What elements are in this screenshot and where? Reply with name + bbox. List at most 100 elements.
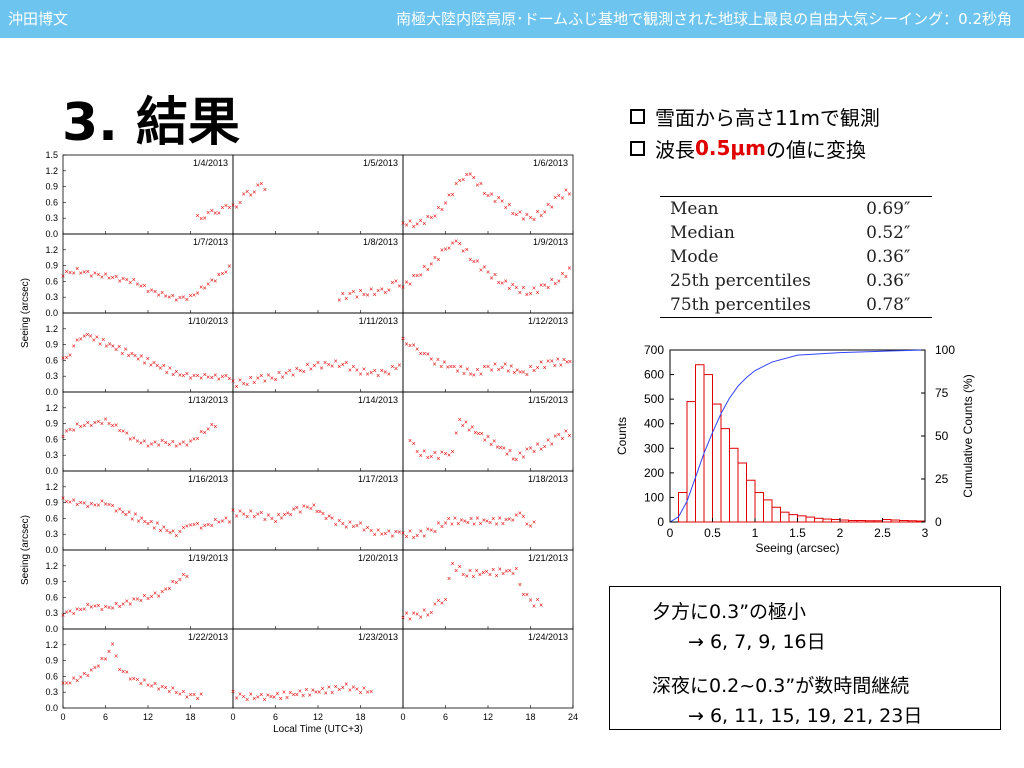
y-tick-label: 0.9	[45, 656, 58, 666]
data-point: ×	[433, 450, 437, 457]
data-point: ×	[466, 520, 470, 527]
data-point: ×	[192, 292, 196, 299]
table-row: 75th percentiles 0.78″	[660, 293, 932, 318]
note-text: 深夜に0.2~0.3”が数時間継続	[652, 675, 910, 697]
data-point: ×	[61, 274, 65, 281]
data-point: ×	[162, 525, 166, 532]
data-point: ×	[415, 612, 419, 619]
y-tick-label: 1.2	[45, 324, 58, 334]
data-point: ×	[440, 247, 444, 254]
data-point: ×	[358, 372, 362, 379]
data-point: ×	[196, 290, 200, 297]
data-point: ×	[171, 293, 175, 300]
data-point: ×	[412, 610, 416, 617]
y-tick-label: 400	[644, 417, 664, 431]
data-point: ×	[525, 292, 529, 299]
data-point: ×	[358, 521, 362, 528]
y-tick-label: 1.2	[45, 166, 58, 176]
data-point: ×	[206, 210, 210, 217]
histogram-bar	[882, 519, 892, 523]
data-point: ×	[107, 605, 111, 612]
y-tick-label: 0.0	[45, 387, 58, 397]
data-point: ×	[114, 347, 118, 354]
data-point: ×	[160, 290, 164, 297]
data-point: ×	[162, 363, 166, 370]
data-point: ×	[249, 375, 253, 382]
data-point: ×	[245, 697, 249, 704]
data-point: ×	[502, 446, 506, 453]
data-point: ×	[289, 512, 293, 519]
data-point: ×	[539, 446, 543, 453]
data-point: ×	[285, 695, 289, 702]
data-point: ×	[334, 684, 338, 691]
data-point: ×	[518, 290, 522, 297]
data-point: ×	[302, 504, 306, 511]
data-point: ×	[508, 448, 512, 455]
data-point: ×	[249, 508, 253, 515]
bullet-text: 雪面から高さ11mで観測	[655, 105, 880, 130]
data-point: ×	[553, 363, 557, 370]
data-point: ×	[158, 366, 162, 373]
data-point: ×	[288, 368, 292, 375]
data-point: ×	[422, 608, 426, 615]
data-point: ×	[518, 510, 522, 517]
data-point: ×	[171, 372, 175, 379]
data-point: ×	[334, 522, 338, 529]
data-point: ×	[436, 357, 440, 364]
data-point: ×	[100, 607, 104, 614]
data-point: ×	[133, 511, 137, 518]
y-tick-label: 0.3	[45, 529, 58, 539]
data-point: ×	[366, 292, 370, 299]
stat-value: 0.69″	[866, 199, 911, 219]
data-point: ×	[174, 580, 178, 587]
data-point: ×	[489, 442, 493, 449]
data-point: ×	[284, 370, 288, 377]
x-tick-label: 0	[400, 712, 405, 722]
data-point: ×	[446, 364, 450, 371]
data-point: ×	[447, 516, 451, 523]
data-point: ×	[518, 370, 522, 377]
data-point: ×	[330, 515, 334, 522]
data-point: ×	[472, 373, 476, 380]
data-point: ×	[123, 346, 127, 353]
data-point: ×	[72, 270, 76, 277]
data-point: ×	[553, 281, 557, 288]
data-point: ×	[72, 427, 76, 434]
panel-date-label: 1/12/2013	[528, 316, 568, 326]
data-point: ×	[557, 278, 561, 285]
data-point: ×	[121, 429, 125, 436]
data-point: ×	[426, 352, 430, 359]
data-point: ×	[518, 451, 522, 458]
data-point: ×	[266, 373, 270, 380]
y2-tick-label: 75	[935, 386, 949, 400]
x-axis-label: Seeing (arcsec)	[755, 541, 839, 555]
data-point: ×	[146, 289, 150, 296]
data-point: ×	[562, 357, 566, 364]
data-point: ×	[436, 598, 440, 605]
data-point: ×	[429, 610, 433, 617]
data-point: ×	[505, 452, 509, 459]
data-point: ×	[89, 423, 93, 430]
x-tick-label: 6	[443, 712, 448, 722]
data-point: ×	[387, 372, 391, 379]
data-point: ×	[458, 178, 462, 185]
data-point: ×	[543, 209, 547, 216]
data-point: ×	[168, 530, 172, 537]
data-point: ×	[404, 611, 408, 618]
data-point: ×	[415, 346, 419, 353]
data-point: ×	[291, 373, 295, 380]
data-point: ×	[263, 697, 267, 704]
data-point: ×	[477, 431, 481, 438]
data-point: ×	[139, 598, 143, 605]
data-point: ×	[153, 440, 157, 447]
data-point: ×	[489, 368, 493, 375]
data-point: ×	[157, 687, 161, 694]
data-point: ×	[217, 519, 221, 526]
data-point: ×	[489, 192, 493, 199]
data-point: ×	[373, 368, 377, 375]
data-point: ×	[121, 602, 125, 609]
data-point: ×	[493, 199, 497, 206]
data-point: ×	[312, 363, 316, 370]
data-point: ×	[459, 364, 463, 371]
data-point: ×	[196, 213, 200, 220]
